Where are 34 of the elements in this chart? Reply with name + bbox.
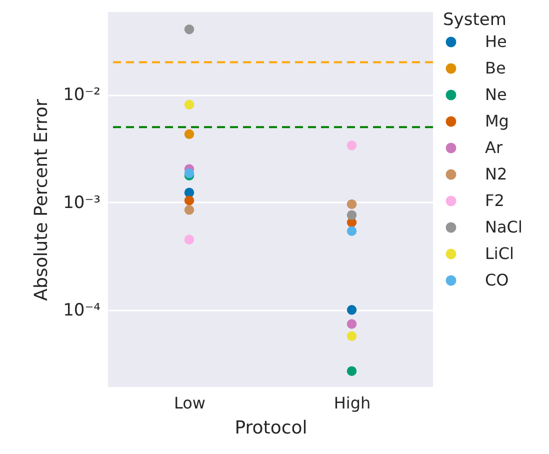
point — [184, 100, 194, 110]
point — [184, 196, 194, 206]
y-tick-label: 10⁻² — [63, 85, 100, 106]
point — [184, 24, 194, 34]
point — [346, 140, 357, 150]
legend-label: NaCl — [485, 218, 522, 236]
legend-label: CO — [485, 270, 509, 290]
point — [346, 331, 357, 342]
legend-label: Ne — [485, 85, 507, 104]
y-tick-label: 10⁻³ — [63, 192, 100, 213]
legend-label: Be — [485, 58, 506, 78]
point — [184, 129, 194, 139]
point — [346, 305, 357, 315]
point — [346, 199, 357, 210]
x-tick-label: High — [334, 394, 371, 412]
point — [346, 366, 357, 376]
point — [184, 188, 194, 198]
y-axis-title: Absolute Percent Error — [31, 98, 52, 301]
point — [184, 168, 194, 178]
point — [184, 234, 194, 244]
y-tick-label: 10⁻⁴ — [63, 300, 101, 320]
legend-label: F2 — [485, 191, 504, 210]
point — [346, 210, 357, 220]
point — [346, 319, 357, 329]
point — [184, 205, 194, 215]
legend-label: N2 — [485, 164, 508, 184]
x-axis-title: Protocol — [234, 418, 308, 438]
legend-label: Mg — [485, 112, 509, 130]
legend-label: LiCl — [485, 244, 514, 263]
legend-label: He — [485, 32, 507, 51]
legend-title: System — [443, 10, 506, 30]
x-tick-label: Low — [174, 394, 206, 412]
point — [346, 226, 357, 236]
legend-label: Ar — [485, 138, 503, 157]
